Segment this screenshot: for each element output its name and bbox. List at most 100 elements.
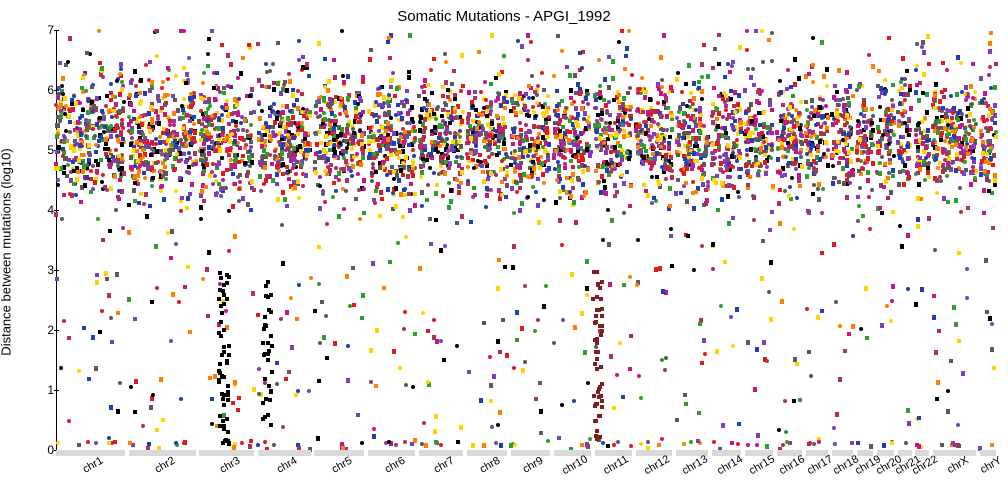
mutation-point <box>600 399 604 403</box>
mutation-point <box>55 150 59 154</box>
mutation-point <box>731 216 735 220</box>
mutation-point <box>989 127 993 131</box>
mutation-point <box>484 205 488 209</box>
mutation-point <box>473 96 477 100</box>
mutation-point <box>826 159 830 168</box>
mutation-point <box>128 93 132 97</box>
mutation-point <box>109 316 113 320</box>
mutation-point <box>515 306 519 315</box>
mutation-point <box>577 159 581 163</box>
mutation-point <box>281 138 285 147</box>
mutation-point <box>434 440 438 444</box>
mutation-point <box>412 154 416 158</box>
mutation-point <box>287 370 291 374</box>
mutation-point <box>174 74 178 78</box>
mutation-point <box>664 177 668 181</box>
mutation-point <box>807 350 811 354</box>
mutation-point <box>771 184 775 188</box>
mutation-point <box>520 197 524 206</box>
mutation-point <box>193 140 197 144</box>
mutation-point <box>943 139 947 143</box>
mutation-point <box>886 176 890 180</box>
mutation-point <box>915 83 919 87</box>
mutation-point <box>116 311 120 315</box>
mutation-point <box>439 339 443 343</box>
mutation-point <box>657 182 661 186</box>
mutation-point <box>945 174 949 178</box>
mutation-point <box>561 318 565 322</box>
mutation-point <box>781 103 785 107</box>
mutation-point <box>249 140 253 144</box>
mutation-point <box>91 187 95 191</box>
mutation-point <box>209 118 213 122</box>
mutation-point <box>133 199 137 203</box>
mutation-point <box>598 385 602 389</box>
mutation-point <box>67 419 71 423</box>
mutation-point <box>959 61 963 65</box>
mutation-point <box>112 109 116 113</box>
mutation-point <box>128 441 132 445</box>
mutation-point <box>649 124 653 128</box>
mutation-point <box>962 167 966 176</box>
mutation-point <box>77 369 81 373</box>
mutation-point <box>675 73 679 82</box>
mutation-point <box>534 190 538 194</box>
mutation-point <box>518 166 522 170</box>
mutation-point <box>659 131 663 140</box>
mutation-point <box>295 123 299 127</box>
mutation-point <box>226 398 230 402</box>
mutation-point <box>716 138 720 142</box>
mutation-point <box>257 74 261 83</box>
mutation-point <box>746 336 750 345</box>
mutation-point <box>135 120 139 124</box>
mutation-point <box>611 72 615 81</box>
mutation-point <box>890 299 894 303</box>
mutation-point <box>225 297 229 301</box>
mutation-point <box>515 190 519 194</box>
mutation-point <box>717 33 721 37</box>
mutation-point <box>787 145 791 149</box>
mutation-point <box>629 117 633 121</box>
mutation-point <box>284 377 288 381</box>
mutation-point <box>339 102 343 106</box>
mutation-point <box>441 108 445 112</box>
mutation-point <box>820 309 824 313</box>
mutation-point <box>754 163 758 167</box>
mutation-point <box>372 198 376 202</box>
mutation-point <box>307 74 311 78</box>
mutation-point <box>499 439 503 448</box>
mutation-point <box>993 183 997 187</box>
mutation-point <box>130 125 134 134</box>
mutation-point <box>526 195 530 199</box>
mutation-point <box>62 171 66 175</box>
mutation-point <box>325 356 329 360</box>
mutation-point <box>96 217 100 221</box>
mutation-point <box>222 293 226 297</box>
mutation-point <box>423 97 427 101</box>
mutation-point <box>350 174 354 178</box>
mutation-point <box>882 439 886 448</box>
mutation-point <box>344 150 348 154</box>
mutation-point <box>797 72 801 81</box>
mutation-point <box>920 283 924 292</box>
mutation-point <box>259 189 263 193</box>
mutation-point <box>466 112 470 121</box>
mutation-point <box>700 75 704 79</box>
mutation-point <box>883 78 887 82</box>
mutation-point <box>271 125 275 129</box>
mutation-point <box>578 51 582 55</box>
mutation-point <box>100 62 104 71</box>
mutation-point <box>190 137 194 141</box>
mutation-point <box>593 321 597 325</box>
mutation-point <box>473 193 477 197</box>
mutation-point <box>706 70 710 79</box>
mutation-point <box>429 68 433 72</box>
mutation-point <box>600 405 604 409</box>
mutation-point <box>139 74 143 83</box>
mutation-point <box>857 204 861 208</box>
mutation-point <box>851 234 855 238</box>
mutation-point <box>392 127 396 136</box>
mutation-point <box>860 145 864 149</box>
mutation-point <box>545 131 549 135</box>
mutation-point <box>339 128 343 137</box>
